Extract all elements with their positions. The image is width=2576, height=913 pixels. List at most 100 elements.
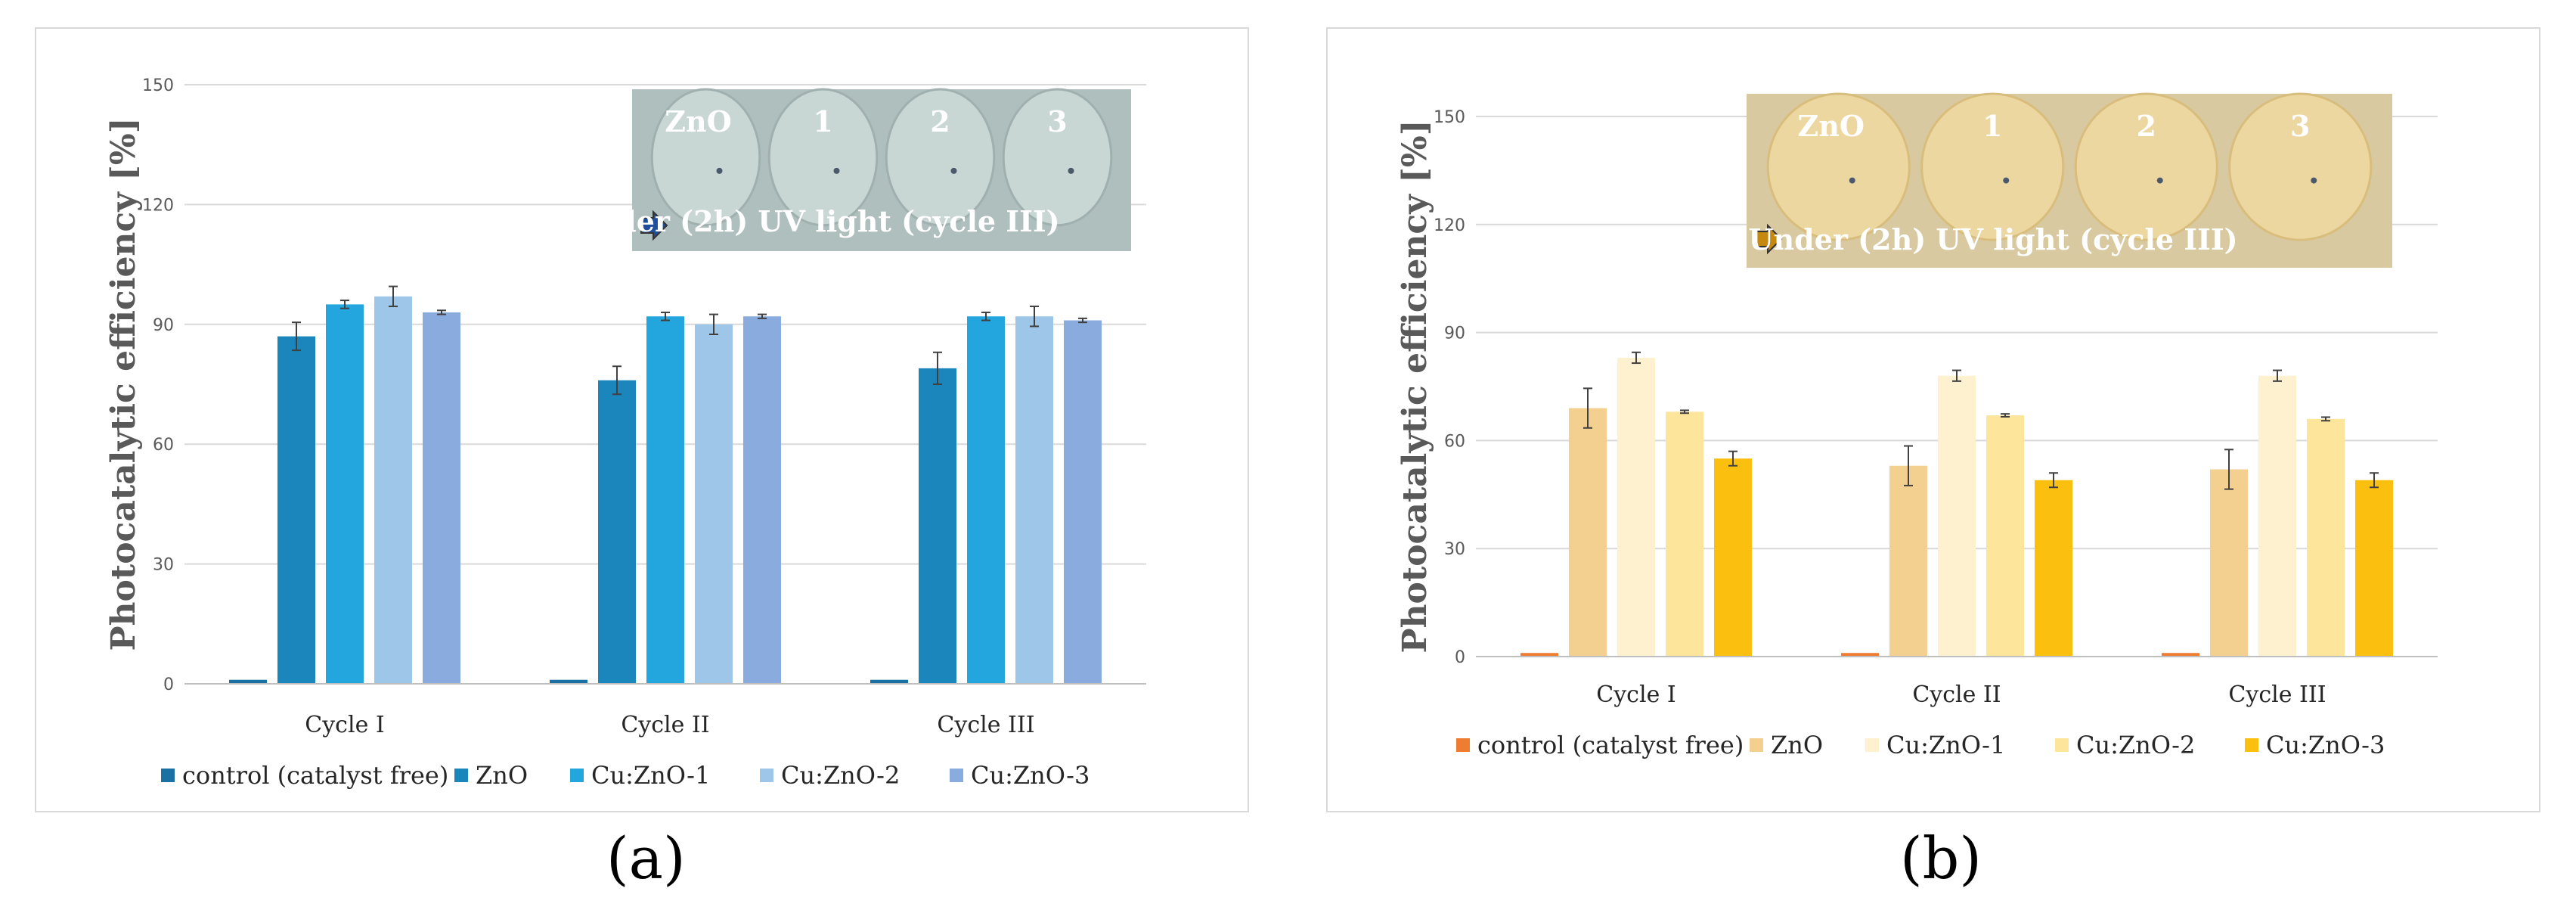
bar [743,316,781,684]
bar [374,296,412,685]
bar [423,312,460,684]
legend-label: Cu:ZnO-1 [1886,731,2005,759]
bar [1520,653,1558,657]
legend-swatch [570,769,584,782]
petri-dish [885,88,996,227]
chart-panel-b: 0 30 60 90 120 150 Photocatalytic efficiency [… [1326,27,2540,812]
bar [277,336,315,684]
y-axis-label: Photocatalytic efficiency [%] [1396,120,1434,653]
error-bar [758,313,767,319]
dish-sample-label: 1 [813,104,832,138]
petri-dish [767,88,879,227]
error-bar [1680,409,1689,415]
bar [2210,469,2248,657]
legend-label: control (catalyst free) [182,761,448,790]
error-bar [1583,387,1592,429]
error-bar [981,311,990,321]
dish-sample-label: ZnO [665,104,731,138]
dish-sample-label: ZnO [1798,109,1865,143]
y-tick-label: 120 [142,196,174,215]
error-bar [709,313,718,335]
legend-swatch [1750,738,1763,752]
y-axis-label: Photocatalytic efficiency [%] [104,117,143,651]
inset-photo-caption: Under (2h) UV light (cycle III) [1748,222,2237,256]
y-tick-label: 0 [163,675,174,694]
bar [1889,465,1927,657]
legend-label: Cu:ZnO-3 [971,761,1090,790]
error-bar [1728,450,1737,467]
error-bar [2273,369,2282,382]
dish-sample-label: 2 [2137,109,2156,143]
sample-spot [2156,177,2163,184]
petri-dish [1766,92,1911,241]
bar [2162,653,2199,657]
arrow-icon [1755,223,1783,255]
petri-dish [650,88,761,227]
bar [229,679,267,684]
panel-label-b: (b) [1900,824,1982,892]
bar [2258,375,2296,657]
bar [550,679,587,684]
bar [870,679,908,684]
error-bar [292,321,301,352]
x-category-label: Cycle II [621,712,709,738]
y-tick-label: 90 [1444,325,1465,343]
petri-dish [2228,92,2373,241]
sample-spot [1849,177,1855,184]
y-tick-label: 30 [153,556,174,575]
error-bar [661,311,670,321]
bar [1714,458,1752,657]
y-tick-label: 120 [1434,216,1465,235]
bar [1986,415,2024,657]
legend-swatch [2245,738,2258,752]
error-bar [2001,413,2010,418]
bar [1064,320,1102,684]
y-tick-label: 150 [142,76,174,95]
error-bar [2370,472,2379,489]
bar [1841,653,1879,657]
bar [1569,408,1607,657]
inset-photo-caption: Under (2h) UV light (cycle III) [570,204,1059,238]
sample-spot [2311,177,2317,184]
inset-photo: ZnO 1 2 3 Under (2h) UV light (cycle III) [1747,92,2392,268]
legend-swatch [2055,738,2069,752]
x-category-label: Cycle I [1596,682,1675,708]
y-tick-label: 150 [1434,108,1465,127]
x-category-label: Cycle III [937,712,1034,738]
petri-dish [1002,88,1113,227]
legend-swatch [1865,738,1879,752]
bar [1015,316,1053,684]
error-bar [389,285,398,308]
sample-spot [950,167,957,174]
legend-label: ZnO [1771,731,1823,759]
bar [1666,411,1703,657]
error-bar [1078,317,1087,324]
error-bar [2321,416,2330,422]
y-tick-label: 60 [1444,432,1465,451]
dish-sample-label: 1 [1982,109,2002,143]
legend-swatch [1456,738,1470,752]
sample-spot [1068,167,1074,174]
petri-dish [2074,92,2218,241]
legend-swatch [760,769,773,782]
bar [967,316,1005,684]
x-category-label: Cycle III [2228,682,2326,708]
legend-label: ZnO [476,761,528,790]
legend-swatch [454,769,468,782]
bar [1617,357,1655,657]
error-bar [2224,449,2233,490]
bar [2307,418,2345,657]
bar [598,380,636,684]
bar [1938,375,1976,657]
bar [695,324,733,684]
arrow-icon [640,210,668,241]
error-bar [933,351,942,385]
legend-label: Cu:ZnO-3 [2266,731,2385,759]
error-bar [1632,351,1641,365]
sample-spot [833,167,840,174]
error-bar [340,300,349,309]
bar [919,368,956,684]
y-tick-label: 0 [1455,648,1465,667]
bar [2355,480,2393,657]
